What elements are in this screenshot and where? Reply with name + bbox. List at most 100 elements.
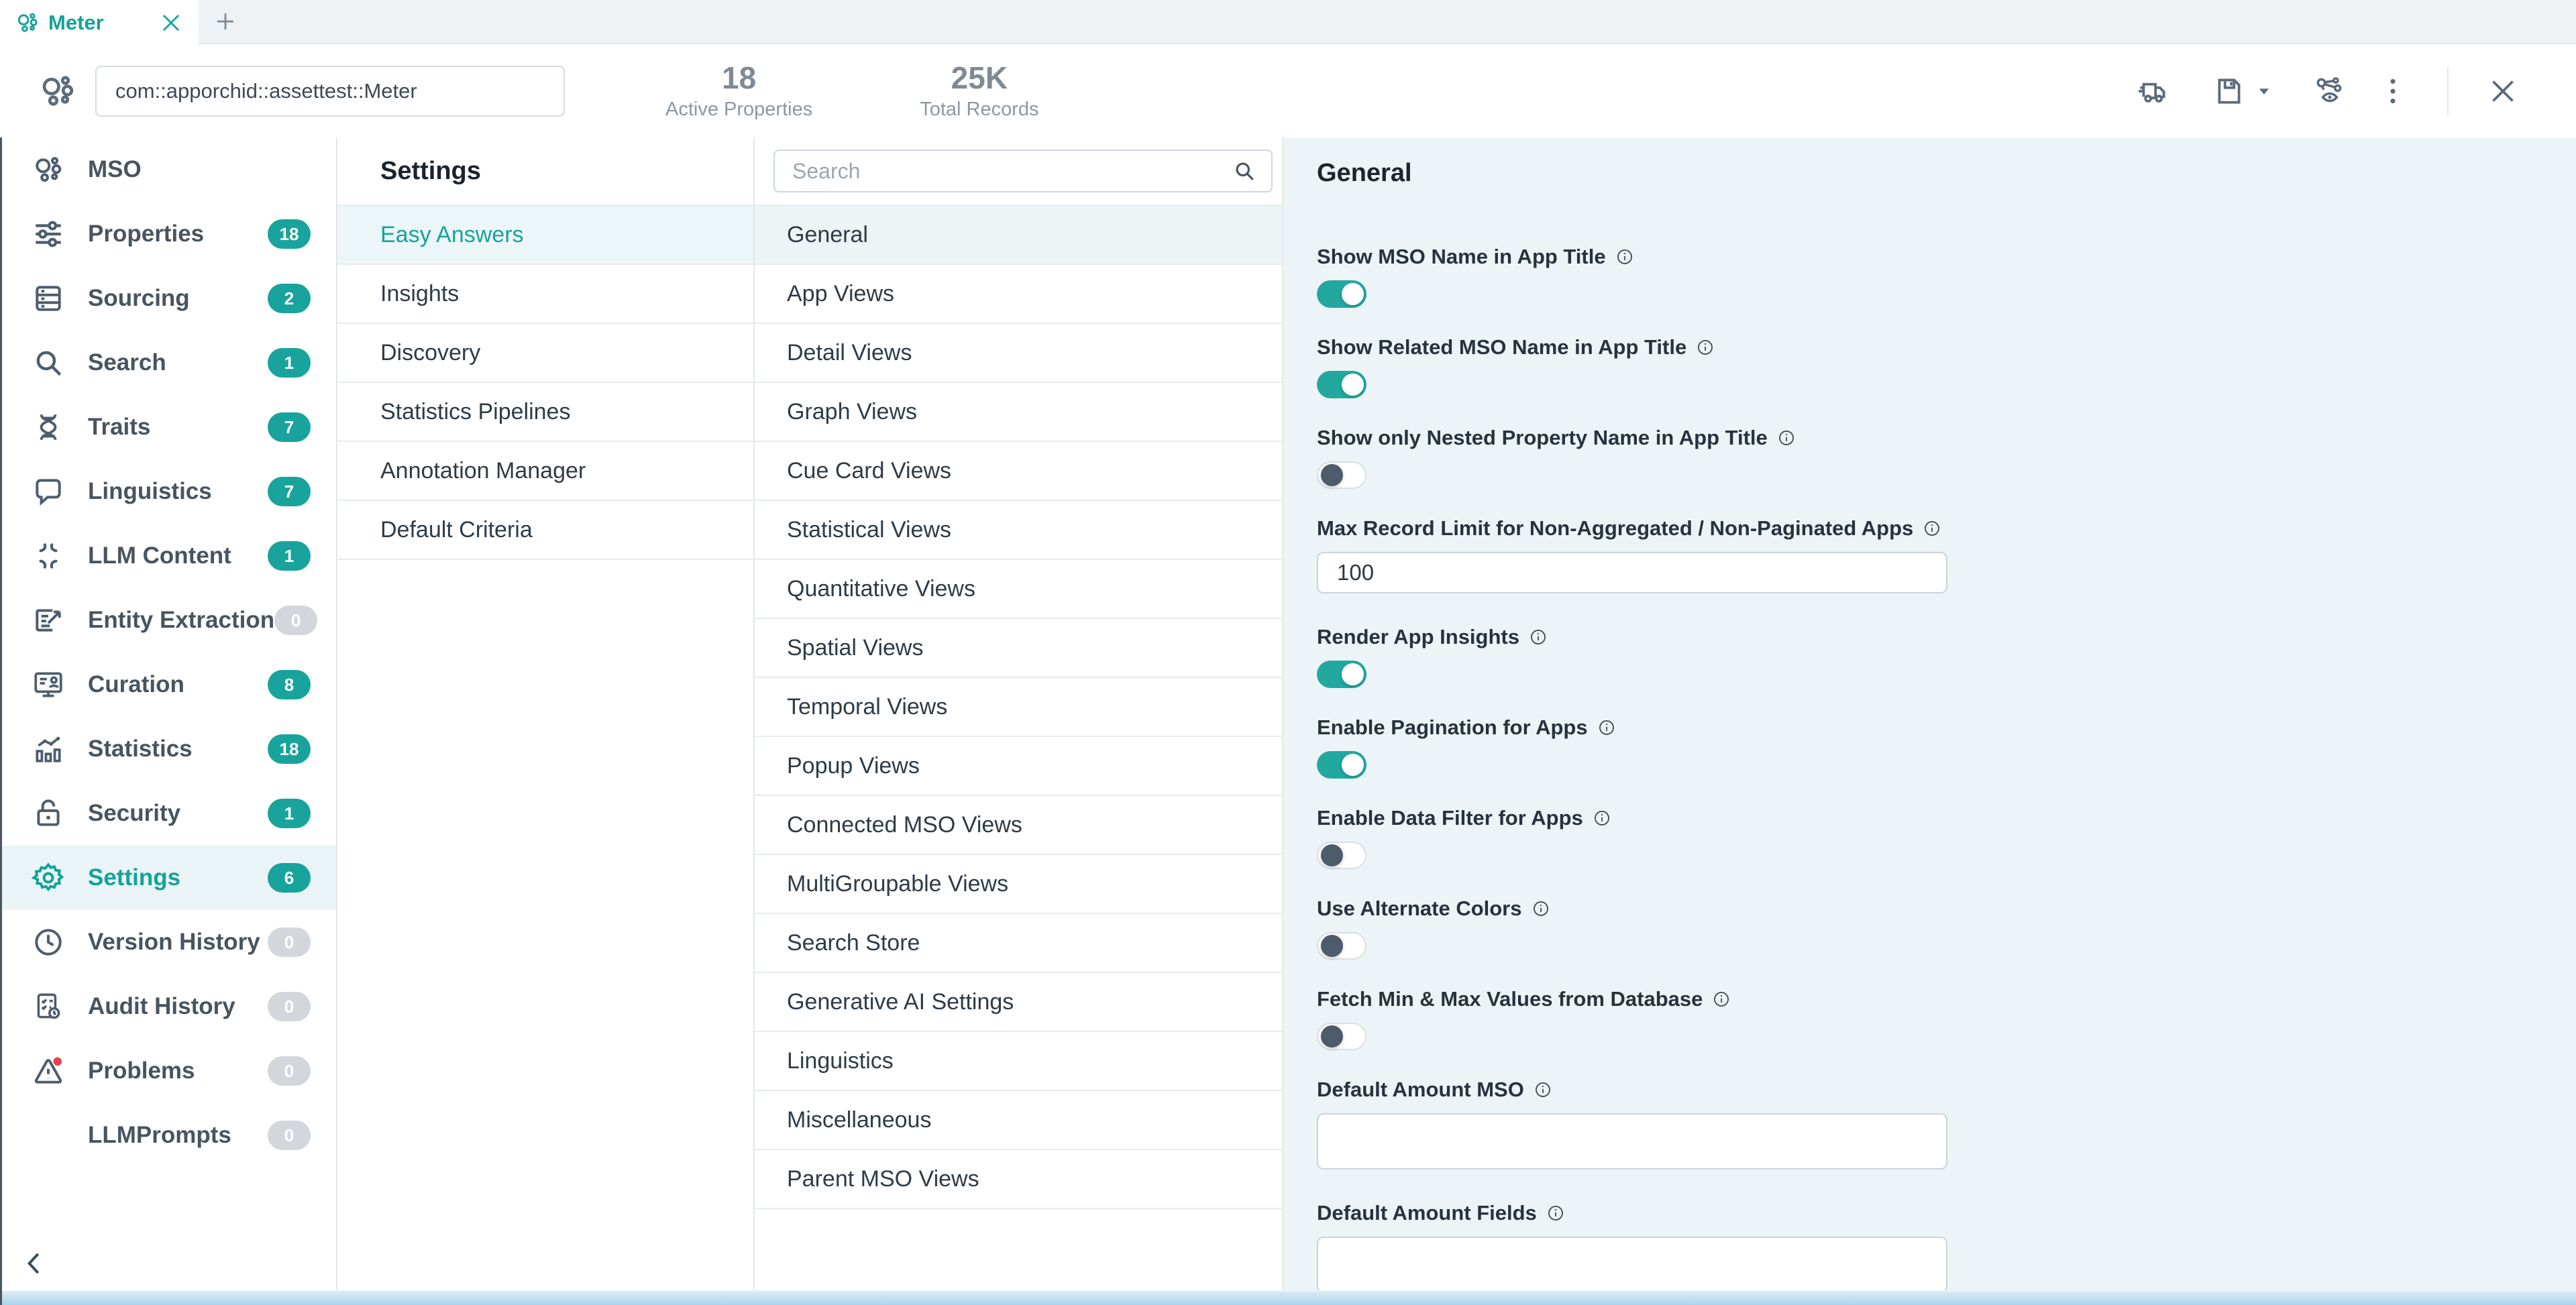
views-item-statistical-views[interactable]: Statistical Views [755, 501, 1282, 560]
mso-id-input[interactable] [95, 65, 565, 117]
toggle-switch[interactable] [1317, 842, 1366, 869]
views-item-label: Popup Views [787, 752, 920, 779]
sidebar-item-problems[interactable]: Problems 0 [2, 1039, 336, 1103]
settings-category-annotation-manager[interactable]: Annotation Manager [337, 442, 753, 501]
caret-down-icon[interactable] [2255, 82, 2273, 100]
views-item-label: General [787, 221, 868, 247]
sidebar-item-curation[interactable]: Curation 8 [2, 652, 336, 717]
sidebar-item-entity-extraction[interactable]: Entity Extraction 0 [2, 588, 336, 652]
views-item-connected-mso-views[interactable]: Connected MSO Views [755, 796, 1282, 855]
info-icon[interactable] [1546, 1204, 1565, 1223]
setting-text-input[interactable] [1317, 552, 1947, 593]
count-badge: 7 [268, 477, 311, 506]
views-item-popup-views[interactable]: Popup Views [755, 737, 1282, 796]
version-history-icon [32, 925, 65, 959]
setting-label-row: Enable Data Filter for Apps [1317, 805, 2536, 831]
toggle-switch[interactable] [1317, 1023, 1366, 1050]
info-icon[interactable] [1534, 1080, 1552, 1099]
views-item-search-store[interactable]: Search Store [755, 914, 1282, 973]
count-badge: 18 [268, 219, 311, 249]
sidebar-item-settings[interactable]: Settings 6 [2, 846, 336, 910]
sidebar-item-statistics[interactable]: Statistics 18 [2, 717, 336, 781]
views-item-temporal-views[interactable]: Temporal Views [755, 678, 1282, 737]
settings-category-label: Statistics Pipelines [380, 398, 571, 424]
settings-category-label: Discovery [380, 339, 481, 365]
views-item-quantitative-views[interactable]: Quantitative Views [755, 560, 1282, 619]
info-icon[interactable] [1712, 990, 1731, 1009]
settings-category-default-criteria[interactable]: Default Criteria [337, 501, 753, 560]
views-item-label: MultiGroupable Views [787, 870, 1009, 897]
views-item-label: Generative AI Settings [787, 988, 1014, 1015]
publish-truck-icon[interactable] [2136, 74, 2169, 108]
tab-meter[interactable]: Meter [0, 0, 199, 46]
info-icon[interactable] [1529, 628, 1548, 646]
sidebar-item-linguistics[interactable]: Linguistics 7 [2, 459, 336, 524]
count-badge: 0 [268, 1121, 311, 1150]
toggle-switch[interactable] [1317, 661, 1366, 688]
info-icon[interactable] [1532, 899, 1550, 918]
views-item-graph-views[interactable]: Graph Views [755, 383, 1282, 442]
sidebar-item-sourcing[interactable]: Sourcing 2 [2, 266, 336, 331]
sidebar-item-llm-content[interactable]: LLM Content 1 [2, 524, 336, 588]
toggle-switch[interactable] [1317, 932, 1366, 960]
setting-text-input[interactable] [1317, 1113, 1947, 1170]
settings-category-discovery[interactable]: Discovery [337, 324, 753, 383]
horizontal-scrollbar[interactable] [2, 1290, 2576, 1305]
settings-category-easy-answers[interactable]: Easy Answers [337, 206, 753, 265]
views-item-parent-mso-views[interactable]: Parent MSO Views [755, 1150, 1282, 1209]
sidebar-item-llmprompts[interactable]: LLMPrompts 0 [2, 1103, 336, 1168]
sidebar-item-audit-history[interactable]: Audit History 0 [2, 974, 336, 1039]
setting-label: Default Amount Fields [1317, 1201, 1537, 1225]
sidebar-item-mso[interactable]: MSO [2, 137, 336, 202]
toggle-switch[interactable] [1317, 461, 1366, 489]
info-icon[interactable] [1696, 338, 1715, 357]
stat-total-records: 25K Total Records [920, 61, 1038, 121]
sidebar-item-version-history[interactable]: Version History 0 [2, 910, 336, 974]
sidebar-item-label: Entity Extraction [88, 607, 275, 633]
settings-category-statistics-pipelines[interactable]: Statistics Pipelines [337, 383, 753, 442]
views-item-detail-views[interactable]: Detail Views [755, 324, 1282, 383]
views-item-linguistics[interactable]: Linguistics [755, 1032, 1282, 1091]
views-item-general[interactable]: General [755, 206, 1282, 265]
save-icon[interactable] [2212, 74, 2246, 108]
views-item-label: Temporal Views [787, 693, 948, 720]
sidebar-item-traits[interactable]: Traits 7 [2, 395, 336, 459]
info-icon[interactable] [1777, 429, 1796, 447]
settings-category-insights[interactable]: Insights [337, 265, 753, 324]
views-item-cue-card-views[interactable]: Cue Card Views [755, 442, 1282, 501]
views-search-input[interactable] [792, 158, 1232, 184]
sidebar-item-security[interactable]: Security 1 [2, 781, 336, 846]
setting-label: Default Amount MSO [1317, 1078, 1524, 1101]
sidebar-collapse-button[interactable] [19, 1249, 49, 1278]
views-item-miscellaneous[interactable]: Miscellaneous [755, 1091, 1282, 1150]
toggle-switch[interactable] [1317, 280, 1366, 308]
views-item-spatial-views[interactable]: Spatial Views [755, 619, 1282, 678]
editor-close-icon[interactable] [2486, 74, 2520, 108]
setting-show-related-mso-name-in-app-title: Show Related MSO Name in App Title [1317, 335, 2536, 398]
views-item-app-views[interactable]: App Views [755, 265, 1282, 324]
info-icon[interactable] [1597, 718, 1616, 737]
sidebar-item-search[interactable]: Search 1 [2, 331, 336, 395]
statistics-icon [32, 732, 65, 766]
views-item-multigroupable-views[interactable]: MultiGroupable Views [755, 855, 1282, 914]
tab-close-icon[interactable] [158, 10, 184, 36]
toggle-switch[interactable] [1317, 371, 1366, 398]
search-icon[interactable] [1232, 159, 1256, 183]
more-menu-kebab-icon[interactable] [2376, 74, 2410, 108]
sidebar-item-label: Traits [88, 414, 151, 440]
info-icon[interactable] [1615, 247, 1634, 266]
sidebar-item-properties[interactable]: Properties 18 [2, 202, 336, 266]
count-badge: 7 [268, 412, 311, 442]
views-search-box[interactable] [773, 150, 1273, 192]
views-item-label: Linguistics [787, 1047, 894, 1074]
settings-category-label: Easy Answers [380, 221, 524, 247]
preview-graph-eye-icon[interactable] [2313, 74, 2347, 108]
setting-label: Show only Nested Property Name in App Ti… [1317, 426, 1768, 449]
toggle-switch[interactable] [1317, 751, 1366, 779]
info-icon[interactable] [1593, 809, 1611, 828]
views-item-generative-ai-settings[interactable]: Generative AI Settings [755, 973, 1282, 1032]
new-tab-button[interactable] [213, 9, 237, 34]
info-icon[interactable] [1923, 519, 1941, 538]
setting-text-input[interactable] [1317, 1237, 1947, 1293]
save-button[interactable] [2212, 74, 2273, 108]
